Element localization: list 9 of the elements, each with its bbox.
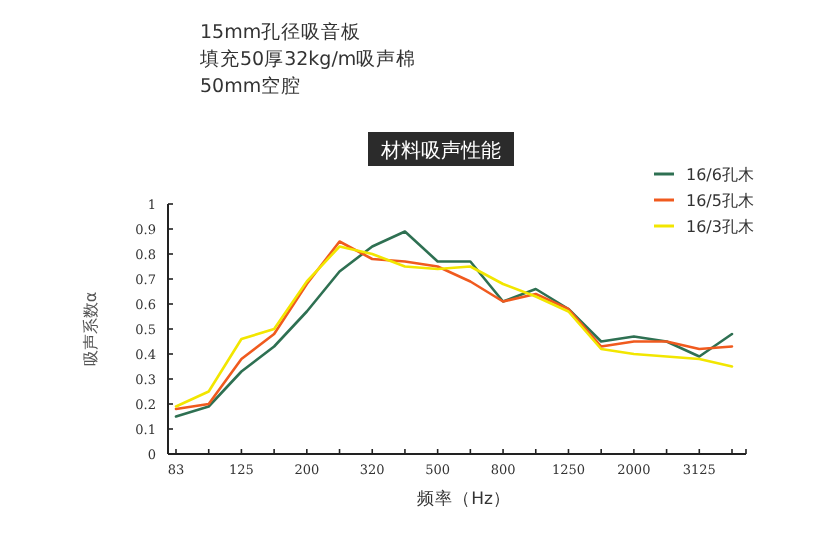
text: 填充50厚32kg/m吸声棉 bbox=[198, 47, 417, 71]
y-axis-title: 吸声系数α bbox=[82, 291, 100, 367]
text: 50mm空腔 bbox=[200, 74, 302, 98]
x-axis-title: 频率（Hz） bbox=[417, 488, 511, 510]
legend-label: 16/6孔木 bbox=[686, 166, 754, 184]
legend-label: 16/5孔木 bbox=[686, 192, 754, 210]
chart-title: 材料吸声性能 bbox=[379, 139, 501, 163]
text: 15mm孔径吸音板 bbox=[200, 20, 362, 44]
legend-label: 16/3孔木 bbox=[686, 218, 754, 236]
